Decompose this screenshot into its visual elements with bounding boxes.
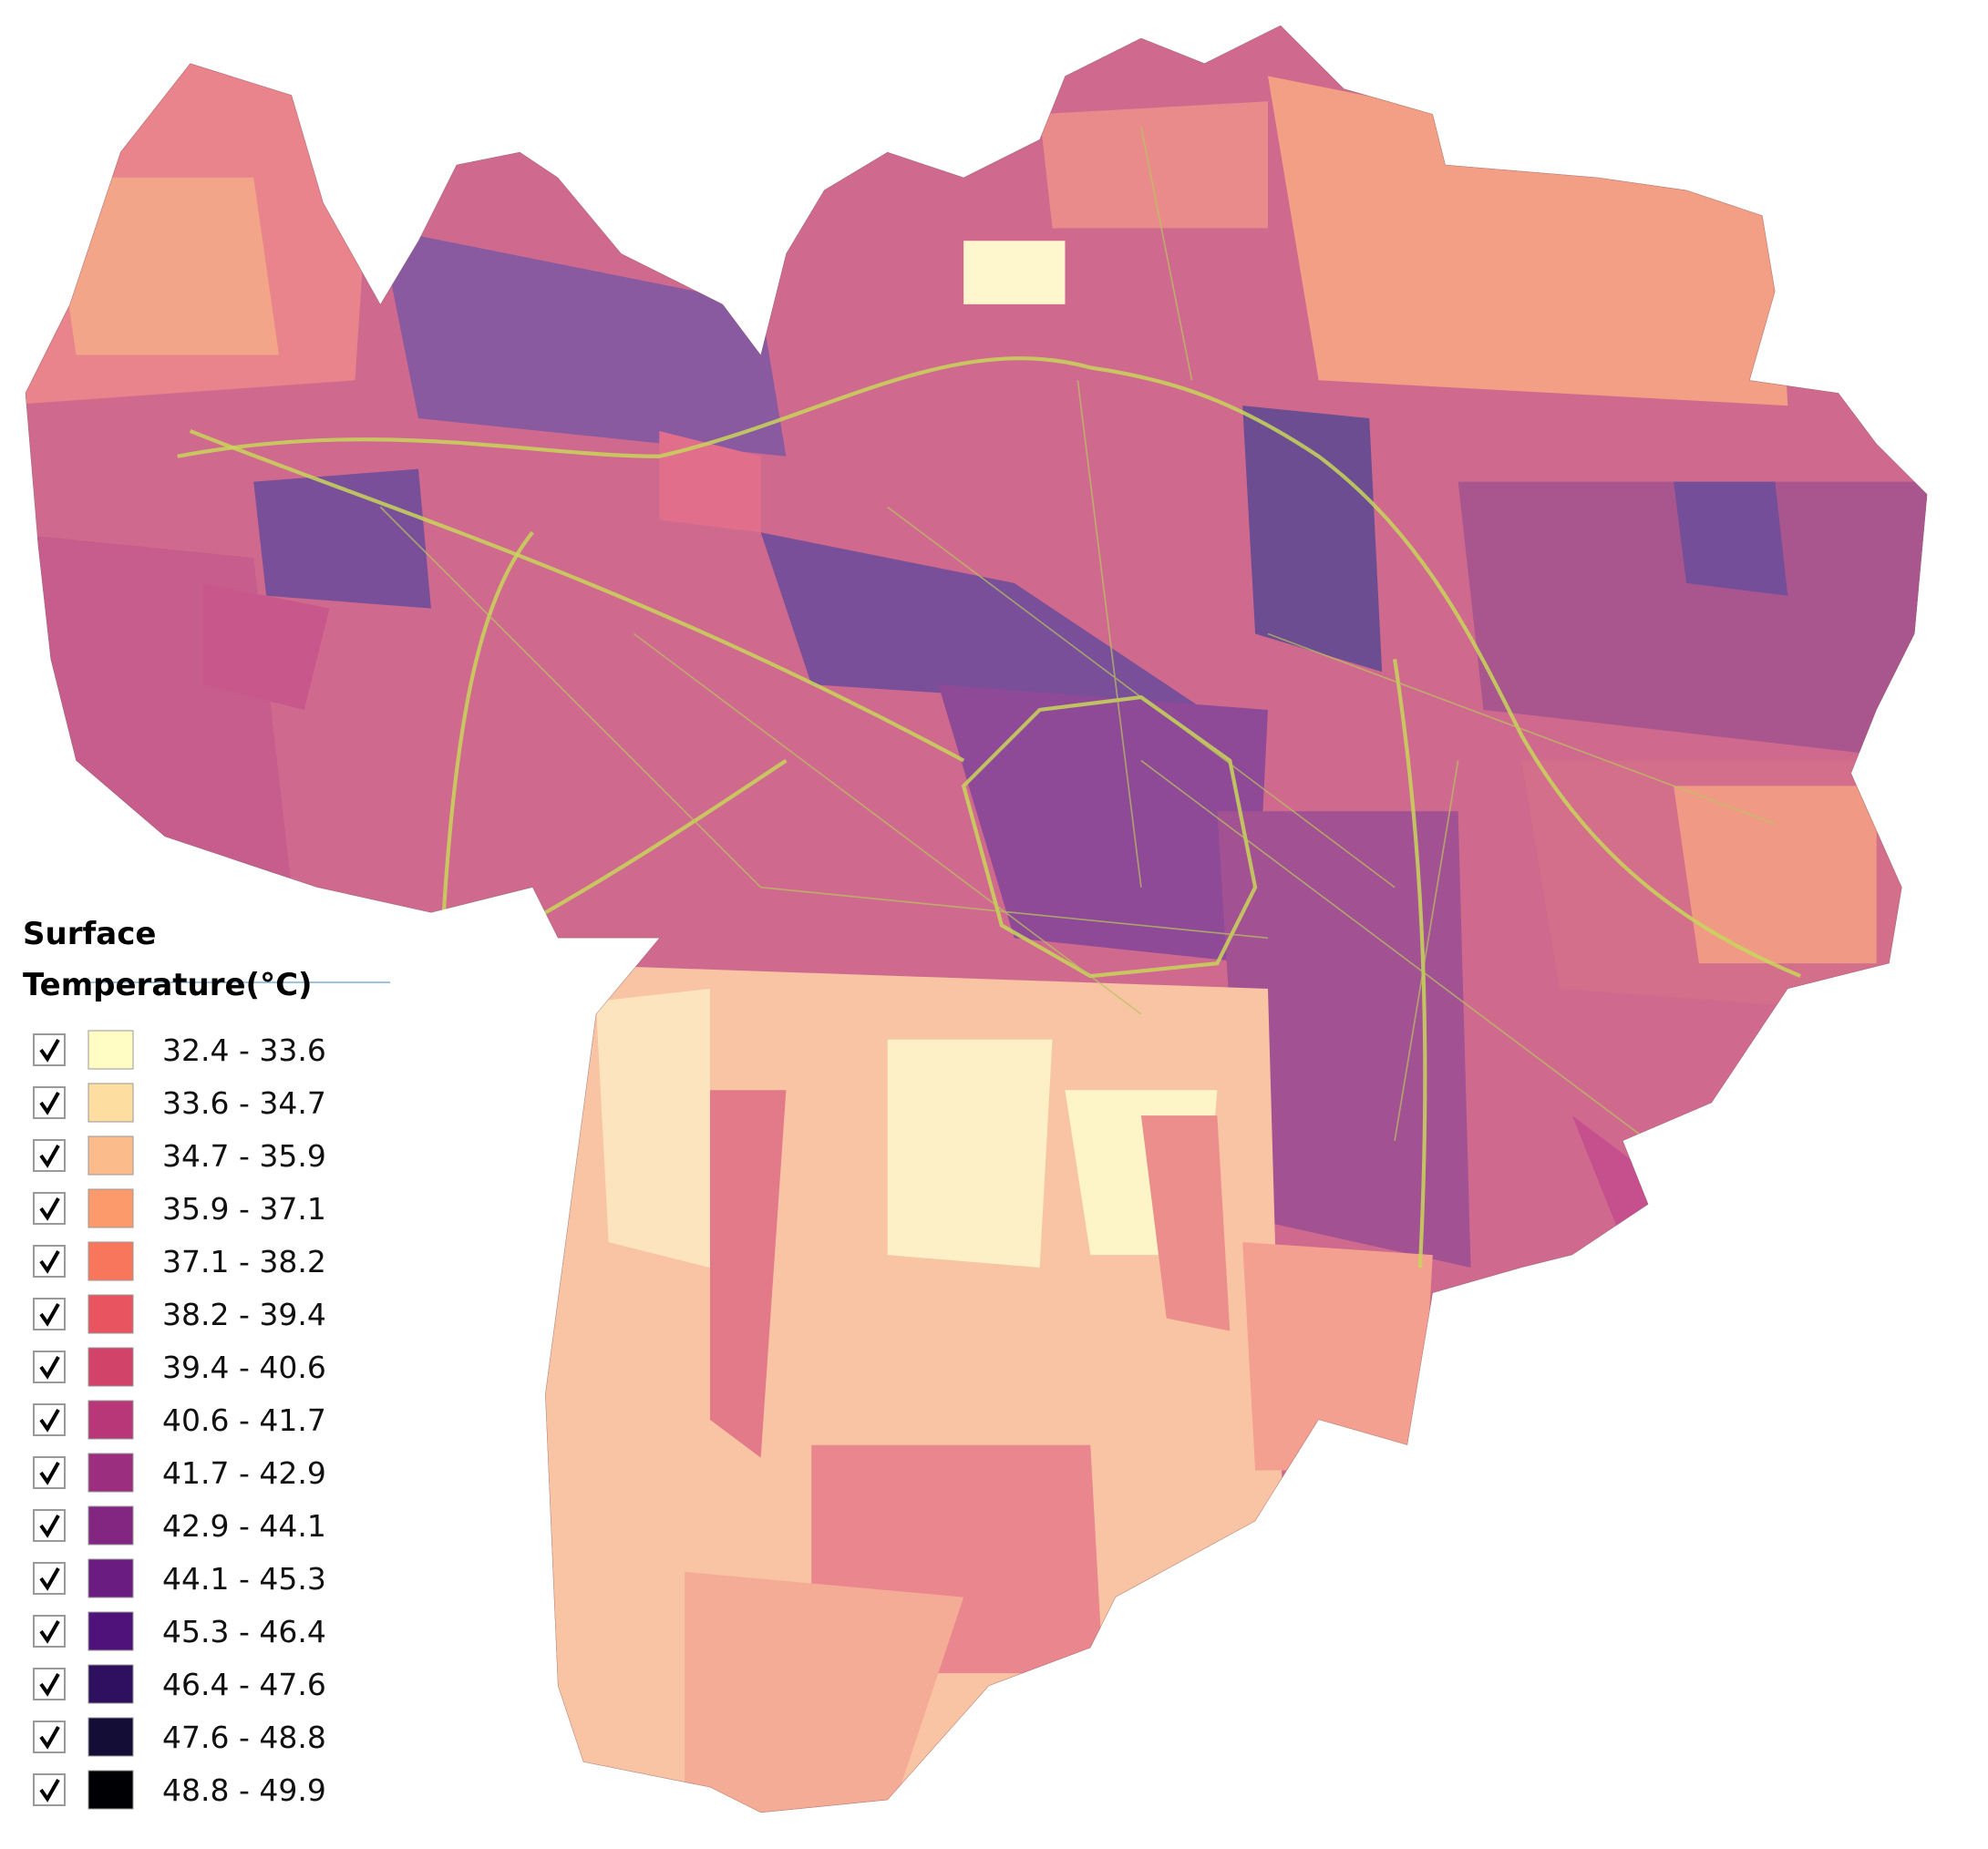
- checkmark: [39, 1356, 60, 1380]
- legend: Surface Temperature(°C) 32.4 - 33.6 33.6 - …: [23, 916, 390, 1810]
- legend-label: 41.7 - 42.9: [162, 1455, 326, 1491]
- checkmark: [39, 1039, 60, 1063]
- checkmark: [39, 1145, 60, 1168]
- checkmark: [39, 1726, 60, 1750]
- legend-label: 48.8 - 49.9: [162, 1772, 326, 1808]
- legend-label: 34.7 - 35.9: [162, 1138, 326, 1174]
- legend-swatch: [88, 1083, 134, 1123]
- legend-label: 44.1 - 45.3: [162, 1561, 326, 1597]
- checkbox[interactable]: [33, 1033, 66, 1066]
- legend-label: 33.6 - 34.7: [162, 1085, 326, 1121]
- legend-label: 42.9 - 44.1: [162, 1508, 326, 1544]
- checkmark: [39, 1409, 60, 1433]
- legend-swatch: [88, 1611, 134, 1651]
- checkbox[interactable]: [33, 1086, 66, 1119]
- checkbox[interactable]: [33, 1298, 66, 1330]
- checkbox[interactable]: [33, 1456, 66, 1489]
- legend-label: 47.6 - 48.8: [162, 1720, 326, 1755]
- legend-swatch: [88, 1347, 134, 1387]
- checkbox[interactable]: [33, 1773, 66, 1806]
- legend-swatch: [88, 1664, 134, 1704]
- legend-label: 45.3 - 46.4: [162, 1614, 326, 1649]
- legend-label: 46.4 - 47.6: [162, 1667, 326, 1702]
- checkmark: [39, 1673, 60, 1697]
- legend-swatch: [88, 1294, 134, 1334]
- legend-title: Temperature(°C): [23, 967, 313, 1003]
- legend-label: 32.4 - 33.6: [162, 1032, 326, 1068]
- checkbox[interactable]: [33, 1668, 66, 1700]
- checkmark: [39, 1567, 60, 1591]
- checkmark: [39, 1462, 60, 1485]
- checkmark: [39, 1515, 60, 1538]
- checkbox[interactable]: [33, 1615, 66, 1648]
- checkbox[interactable]: [33, 1562, 66, 1595]
- legend-swatch: [88, 1400, 134, 1440]
- legend-title: Surface: [23, 916, 156, 952]
- checkbox[interactable]: [33, 1721, 66, 1753]
- checkbox[interactable]: [33, 1139, 66, 1172]
- checkmark: [39, 1620, 60, 1644]
- legend-swatch: [88, 1558, 134, 1598]
- legend-swatch: [88, 1188, 134, 1228]
- checkmark: [39, 1303, 60, 1327]
- legend-swatch: [88, 1030, 134, 1070]
- legend-label: 39.4 - 40.6: [162, 1350, 326, 1385]
- checkmark: [39, 1197, 60, 1221]
- checkmark: [39, 1250, 60, 1274]
- legend-swatch: [88, 1453, 134, 1493]
- legend-swatch: [88, 1770, 134, 1810]
- legend-swatch: [88, 1241, 134, 1281]
- checkmark: [39, 1092, 60, 1115]
- legend-label: 37.1 - 38.2: [162, 1244, 326, 1279]
- legend-swatch: [88, 1135, 134, 1176]
- legend-label: 38.2 - 39.4: [162, 1297, 326, 1332]
- legend-swatch: [88, 1505, 134, 1546]
- checkmark: [39, 1779, 60, 1803]
- checkbox[interactable]: [33, 1351, 66, 1383]
- legend-label: 35.9 - 37.1: [162, 1191, 326, 1227]
- checkbox[interactable]: [33, 1403, 66, 1436]
- legend-label: 40.6 - 41.7: [162, 1402, 326, 1438]
- legend-swatch: [88, 1717, 134, 1757]
- checkbox[interactable]: [33, 1245, 66, 1278]
- checkbox[interactable]: [33, 1509, 66, 1542]
- checkbox[interactable]: [33, 1192, 66, 1225]
